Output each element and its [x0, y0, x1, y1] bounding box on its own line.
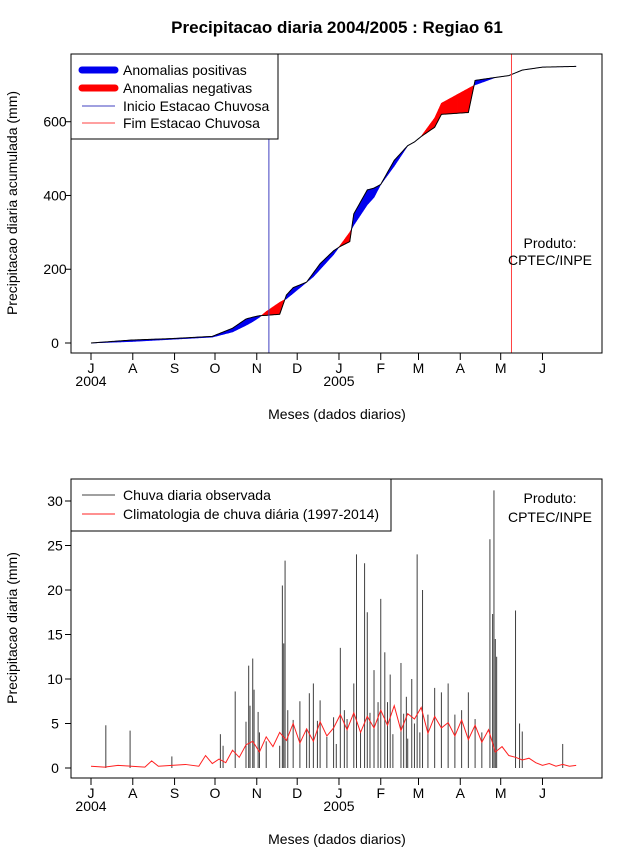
daily-annotation: Produto: CPTEC/INPE — [508, 490, 592, 525]
x-tick-label: D — [292, 360, 302, 376]
x-tick-label: M — [413, 785, 425, 801]
cumulative-y-axis: 0 200 400 600 — [43, 114, 71, 351]
x-tick-label: S — [170, 785, 179, 801]
legend-label-start: Inicio Estacao Chuvosa — [123, 98, 270, 114]
x-tick-label: A — [456, 360, 466, 376]
x-year-label: 2004 — [75, 798, 106, 814]
cumulative-y-axis-label: Precipitacao diaria acumulada (mm) — [4, 91, 20, 315]
x-tick-label: J — [88, 785, 95, 801]
observed-daily-bars — [105, 490, 564, 768]
annotation-line-1: Produto: — [524, 235, 577, 251]
x-tick-label: J — [539, 785, 546, 801]
cumulative-annotation: Produto: CPTEC/INPE — [508, 235, 592, 268]
x-year-label: 2004 — [75, 373, 106, 389]
annotation-line-1: Produto: — [524, 490, 577, 506]
daily-y-axis: 0 5 10 15 20 25 30 — [47, 493, 71, 776]
y-tick-label: 5 — [51, 716, 59, 732]
y-tick-label: 400 — [43, 187, 67, 203]
y-tick-label: 30 — [47, 493, 63, 509]
legend-label-observed: Chuva diaria observada — [123, 487, 271, 503]
x-tick-label: N — [252, 360, 262, 376]
legend-box — [70, 478, 392, 532]
x-tick-label: O — [210, 785, 221, 801]
observed-cumulative-line — [90, 65, 577, 344]
daily-x-axis-label: Meses (dados diarios) — [268, 831, 406, 847]
x-tick-label: A — [128, 785, 138, 801]
cumulative-legend: Anomalias positivas Anomalias negativas … — [70, 53, 279, 140]
legend-label-climatology: Climatologia de chuva diária (1997-2014) — [123, 506, 379, 522]
y-tick-label: 600 — [43, 114, 67, 130]
x-tick-label: O — [210, 360, 221, 376]
x-tick-label: J — [335, 785, 342, 801]
annotation-line-2: CPTEC/INPE — [508, 509, 592, 525]
x-tick-label: A — [128, 360, 138, 376]
y-tick-label: 10 — [47, 671, 63, 687]
daily-y-axis-label: Precipitacao diaria (mm) — [4, 552, 20, 704]
x-tick-label: J — [539, 360, 546, 376]
x-tick-label: J — [335, 360, 342, 376]
x-tick-label: N — [252, 785, 262, 801]
x-tick-label: M — [413, 360, 425, 376]
x-tick-label: A — [456, 785, 466, 801]
x-tick-label: D — [292, 785, 302, 801]
cumulative-x-axis-label: Meses (dados diarios) — [268, 406, 406, 422]
y-tick-label: 200 — [43, 261, 67, 277]
legend-label-end: Fim Estacao Chuvosa — [123, 115, 260, 131]
y-tick-label: 20 — [47, 582, 63, 598]
figure-title: Precipitacao diaria 2004/2005 : Regiao 6… — [171, 18, 503, 37]
y-tick-label: 0 — [51, 760, 59, 776]
y-tick-label: 25 — [47, 538, 63, 554]
y-tick-label: 0 — [51, 335, 59, 351]
daily-legend: Chuva diaria observada Climatologia de c… — [70, 478, 392, 532]
legend-label-negative: Anomalias negativas — [123, 80, 252, 96]
annotation-line-2: CPTEC/INPE — [508, 252, 592, 268]
x-tick-label: F — [376, 360, 385, 376]
x-tick-label: M — [495, 360, 507, 376]
x-year-label: 2005 — [323, 798, 354, 814]
legend-label-positive: Anomalias positivas — [123, 62, 247, 78]
x-year-label: 2005 — [323, 373, 354, 389]
y-tick-label: 15 — [47, 627, 63, 643]
x-tick-label: J — [88, 360, 95, 376]
x-tick-label: F — [376, 785, 385, 801]
climatology-daily-line — [90, 703, 577, 768]
x-tick-label: S — [170, 360, 179, 376]
x-tick-label: M — [495, 785, 507, 801]
cumulative-plot-frame — [70, 53, 603, 354]
